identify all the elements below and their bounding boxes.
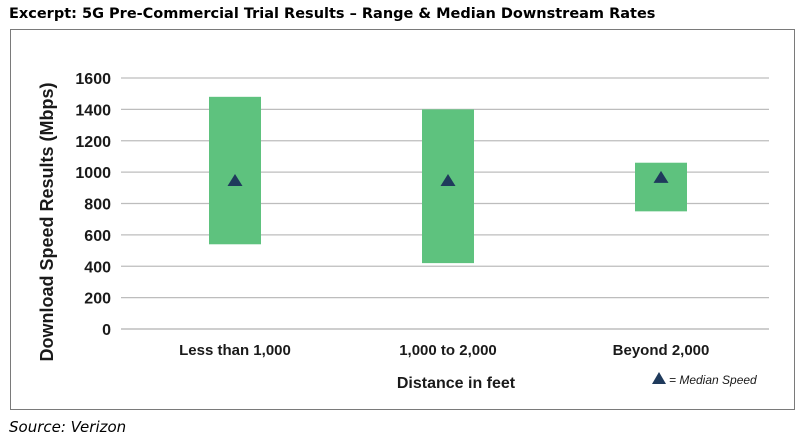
- range-bar-1: [209, 96, 261, 245]
- y-tick-label-1600: 1600: [75, 71, 111, 88]
- page-title: Excerpt: 5G Pre-Commercial Trial Results…: [9, 6, 656, 22]
- y-tick-label-400: 400: [84, 259, 111, 276]
- y-tick-label-800: 800: [84, 197, 111, 214]
- legend: = Median Speed: [652, 372, 757, 387]
- x-tick-labels: Less than 1,000 1,000 to 2,000 Beyond 2,00…: [179, 342, 709, 359]
- y-axis-label: Download Speed Results (Mbps): [37, 82, 57, 361]
- median-marker-1: [227, 173, 243, 186]
- range-bar-3: [635, 162, 687, 212]
- median-markers: [227, 170, 669, 186]
- legend-triangle-icon: [652, 372, 666, 384]
- source-note: Source: Verizon: [9, 418, 127, 436]
- median-marker-2: [440, 173, 456, 186]
- range-bar-2: [422, 109, 474, 264]
- y-tick-labels: 0 200 400 600 800 1000 1200 1400 1600: [75, 71, 111, 339]
- x-tick-label-3: Beyond 2,000: [613, 342, 710, 359]
- y-tick-label-0: 0: [102, 322, 111, 339]
- y-tick-label-200: 200: [84, 291, 111, 308]
- x-tick-label-2: 1,000 to 2,000: [399, 342, 497, 359]
- y-tick-label-1000: 1000: [75, 165, 111, 182]
- chart-frame: 0 200 400 600 800 1000 1200 1400 1600 Less than …: [10, 29, 795, 410]
- x-tick-label-1: Less than 1,000: [179, 342, 291, 359]
- y-tick-label-1400: 1400: [75, 102, 111, 119]
- legend-label: = Median Speed: [669, 373, 757, 387]
- range-chart: 0 200 400 600 800 1000 1200 1400 1600 Less than …: [37, 71, 769, 392]
- range-bars: [209, 96, 687, 264]
- y-tick-label-600: 600: [84, 228, 111, 245]
- y-tick-label-1200: 1200: [75, 134, 111, 151]
- median-marker-3: [653, 170, 669, 183]
- x-axis-label: Distance in feet: [397, 375, 516, 392]
